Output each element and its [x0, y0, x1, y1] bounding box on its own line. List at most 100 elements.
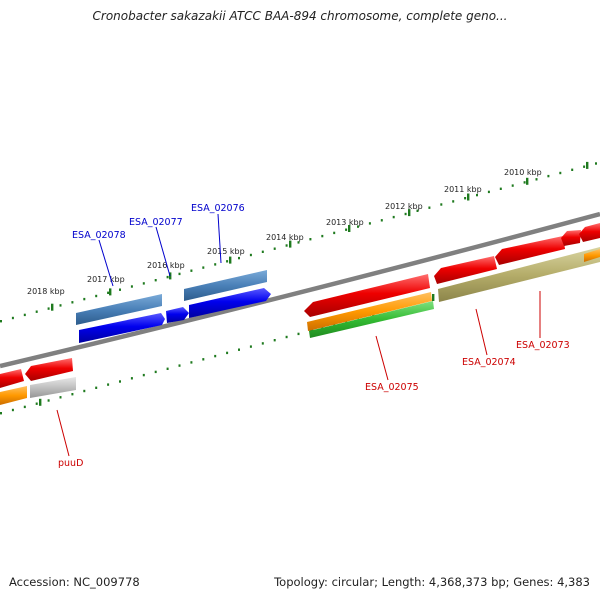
ruler-outer-dot	[357, 225, 359, 228]
tick-label-2014: 2014 kbp	[266, 233, 304, 242]
ruler-outer-dot	[428, 206, 431, 209]
ruler-outer-dot	[309, 238, 312, 241]
ruler-inner-dot	[166, 367, 169, 370]
ruler-outer-dot	[95, 294, 98, 298]
ruler-outer-dot	[35, 310, 38, 313]
leader-esa-02077	[155, 226, 171, 277]
ruler-outer-dot	[154, 279, 157, 282]
ruler-inner-dot	[202, 358, 205, 361]
ruler-outer-major-tick	[109, 288, 112, 296]
ruler-inner-dot	[59, 396, 62, 399]
ruler-outer-dot	[368, 222, 371, 225]
ruler-outer-dot	[499, 187, 502, 190]
ruler-outer-major-tick	[229, 256, 232, 264]
ruler-outer-dot	[547, 174, 550, 178]
ruler-outer-dot	[214, 263, 217, 266]
gene-esa-02074-cds[interactable]	[434, 256, 497, 284]
ruler-outer-major-tick	[526, 177, 529, 185]
gene-label-esa-02077[interactable]: ESA_02077	[129, 217, 183, 228]
tick-label-2010: 2010 kbp	[504, 168, 542, 177]
ruler-outer-dot	[487, 190, 490, 194]
gene-esa-02073-cds-2[interactable]	[579, 223, 600, 242]
ruler-outer-dot	[416, 209, 419, 212]
ruler-outer-dot	[559, 171, 562, 175]
gene-label-esa-02078[interactable]: ESA_02078	[72, 230, 126, 241]
ruler-outer-dot	[83, 297, 86, 301]
ruler-outer-dot	[345, 228, 348, 231]
ruler-inner-dot	[297, 332, 300, 336]
gene-label-esa-02073[interactable]: ESA_02073	[516, 340, 570, 351]
leader-puud	[56, 409, 70, 457]
ruler-outer-dot	[321, 234, 324, 238]
ruler-inner-dot	[119, 380, 121, 383]
ruler-inner-dot	[107, 383, 110, 386]
gene-esa-02074-feature[interactable]	[438, 247, 600, 302]
leader-esa-02078	[98, 239, 114, 287]
ruler-outer-dot	[452, 200, 455, 203]
gene-label-esa-02075[interactable]: ESA_02075	[365, 382, 419, 393]
gene-esa-02075-cds[interactable]	[304, 274, 430, 317]
ruler-inner-dot	[83, 389, 86, 393]
ruler-outer-dot	[333, 231, 336, 235]
gene-puud-feature[interactable]	[30, 377, 76, 398]
tick-label-2016: 2016 kbp	[147, 261, 185, 270]
ruler-outer-dot	[226, 260, 229, 263]
ruler-outer-major-tick	[467, 193, 470, 201]
ruler-inner-dot	[285, 335, 288, 339]
ruler-outer-major-tick	[408, 209, 411, 217]
gene-esa-02074-cds-2[interactable]	[495, 236, 565, 265]
ruler-outer-dot	[571, 168, 574, 171]
gene-esa-02076-cds[interactable]	[189, 288, 271, 318]
ruler-inner-dot	[214, 354, 217, 358]
tick-label-2018: 2018 kbp	[27, 287, 65, 296]
gene-esa-02073-cds[interactable]	[561, 230, 581, 246]
gene-label-puud[interactable]: puuD	[58, 458, 83, 469]
gene-label-esa-02076[interactable]: ESA_02076	[191, 203, 245, 214]
ruler-outer-dot	[238, 256, 240, 260]
gene-esa-02075-feature-2[interactable]	[309, 301, 434, 338]
ruler-outer-dot	[23, 313, 26, 317]
ruler-inner-dot	[226, 351, 229, 355]
leader-esa-02075	[375, 335, 389, 381]
ruler-outer-dot	[166, 275, 169, 279]
ruler-outer-dot	[523, 181, 526, 184]
ruler-inner-dot	[47, 399, 50, 402]
tick-label-2017: 2017 kbp	[87, 275, 125, 284]
ruler-outer-dot	[11, 316, 14, 320]
ruler-outer-track	[0, 161, 597, 323]
gene-esa-02078-feature[interactable]	[76, 294, 162, 325]
map-title: Cronobacter sakazakii ATCC BAA-894 chrom…	[92, 9, 508, 23]
gene-esa-02073-feature[interactable]	[584, 249, 600, 262]
gene-puud-cds[interactable]	[25, 358, 73, 381]
ruler-inner-dot	[35, 402, 38, 405]
genome-summary: Topology: circular; Length: 4,368,373 bp…	[274, 575, 590, 589]
tick-label-2011: 2011 kbp	[444, 185, 482, 194]
gene-esa-02077-cds[interactable]	[166, 307, 189, 323]
tick-label-2015: 2015 kbp	[207, 247, 245, 256]
leader-esa-02076	[217, 213, 222, 264]
gene-puud-cds-left[interactable]	[0, 369, 24, 388]
ruler-outer-major-tick	[348, 225, 351, 232]
ruler-inner-major-tick	[39, 398, 42, 406]
ruler-outer-dot	[535, 178, 538, 181]
gene-puud-feature-left[interactable]	[0, 386, 27, 405]
ruler-outer-dot	[107, 291, 110, 294]
ruler-outer-major-tick	[51, 303, 54, 311]
ruler-outer-dot	[511, 184, 514, 187]
gene-esa-02076-feature[interactable]	[184, 270, 267, 301]
ruler-outer-major-tick	[289, 240, 292, 248]
ruler-outer-dot	[71, 301, 74, 304]
tick-label-2013: 2013 kbp	[326, 218, 364, 227]
gene-label-esa-02074[interactable]: ESA_02074	[462, 357, 516, 368]
gene-esa-02075-feature[interactable]	[307, 292, 432, 331]
ruler-inner-major-tick	[432, 294, 435, 301]
ruler-outer-dot	[47, 307, 50, 310]
ruler-outer-dot	[404, 212, 407, 216]
ruler-outer-dot	[476, 193, 478, 197]
ruler-inner-dot	[273, 339, 276, 342]
gene-esa-02078-cds[interactable]	[79, 313, 165, 343]
ruler-outer-dot	[190, 269, 193, 272]
ruler-outer-dot	[142, 282, 145, 285]
ruler-outer-dot	[583, 165, 586, 168]
